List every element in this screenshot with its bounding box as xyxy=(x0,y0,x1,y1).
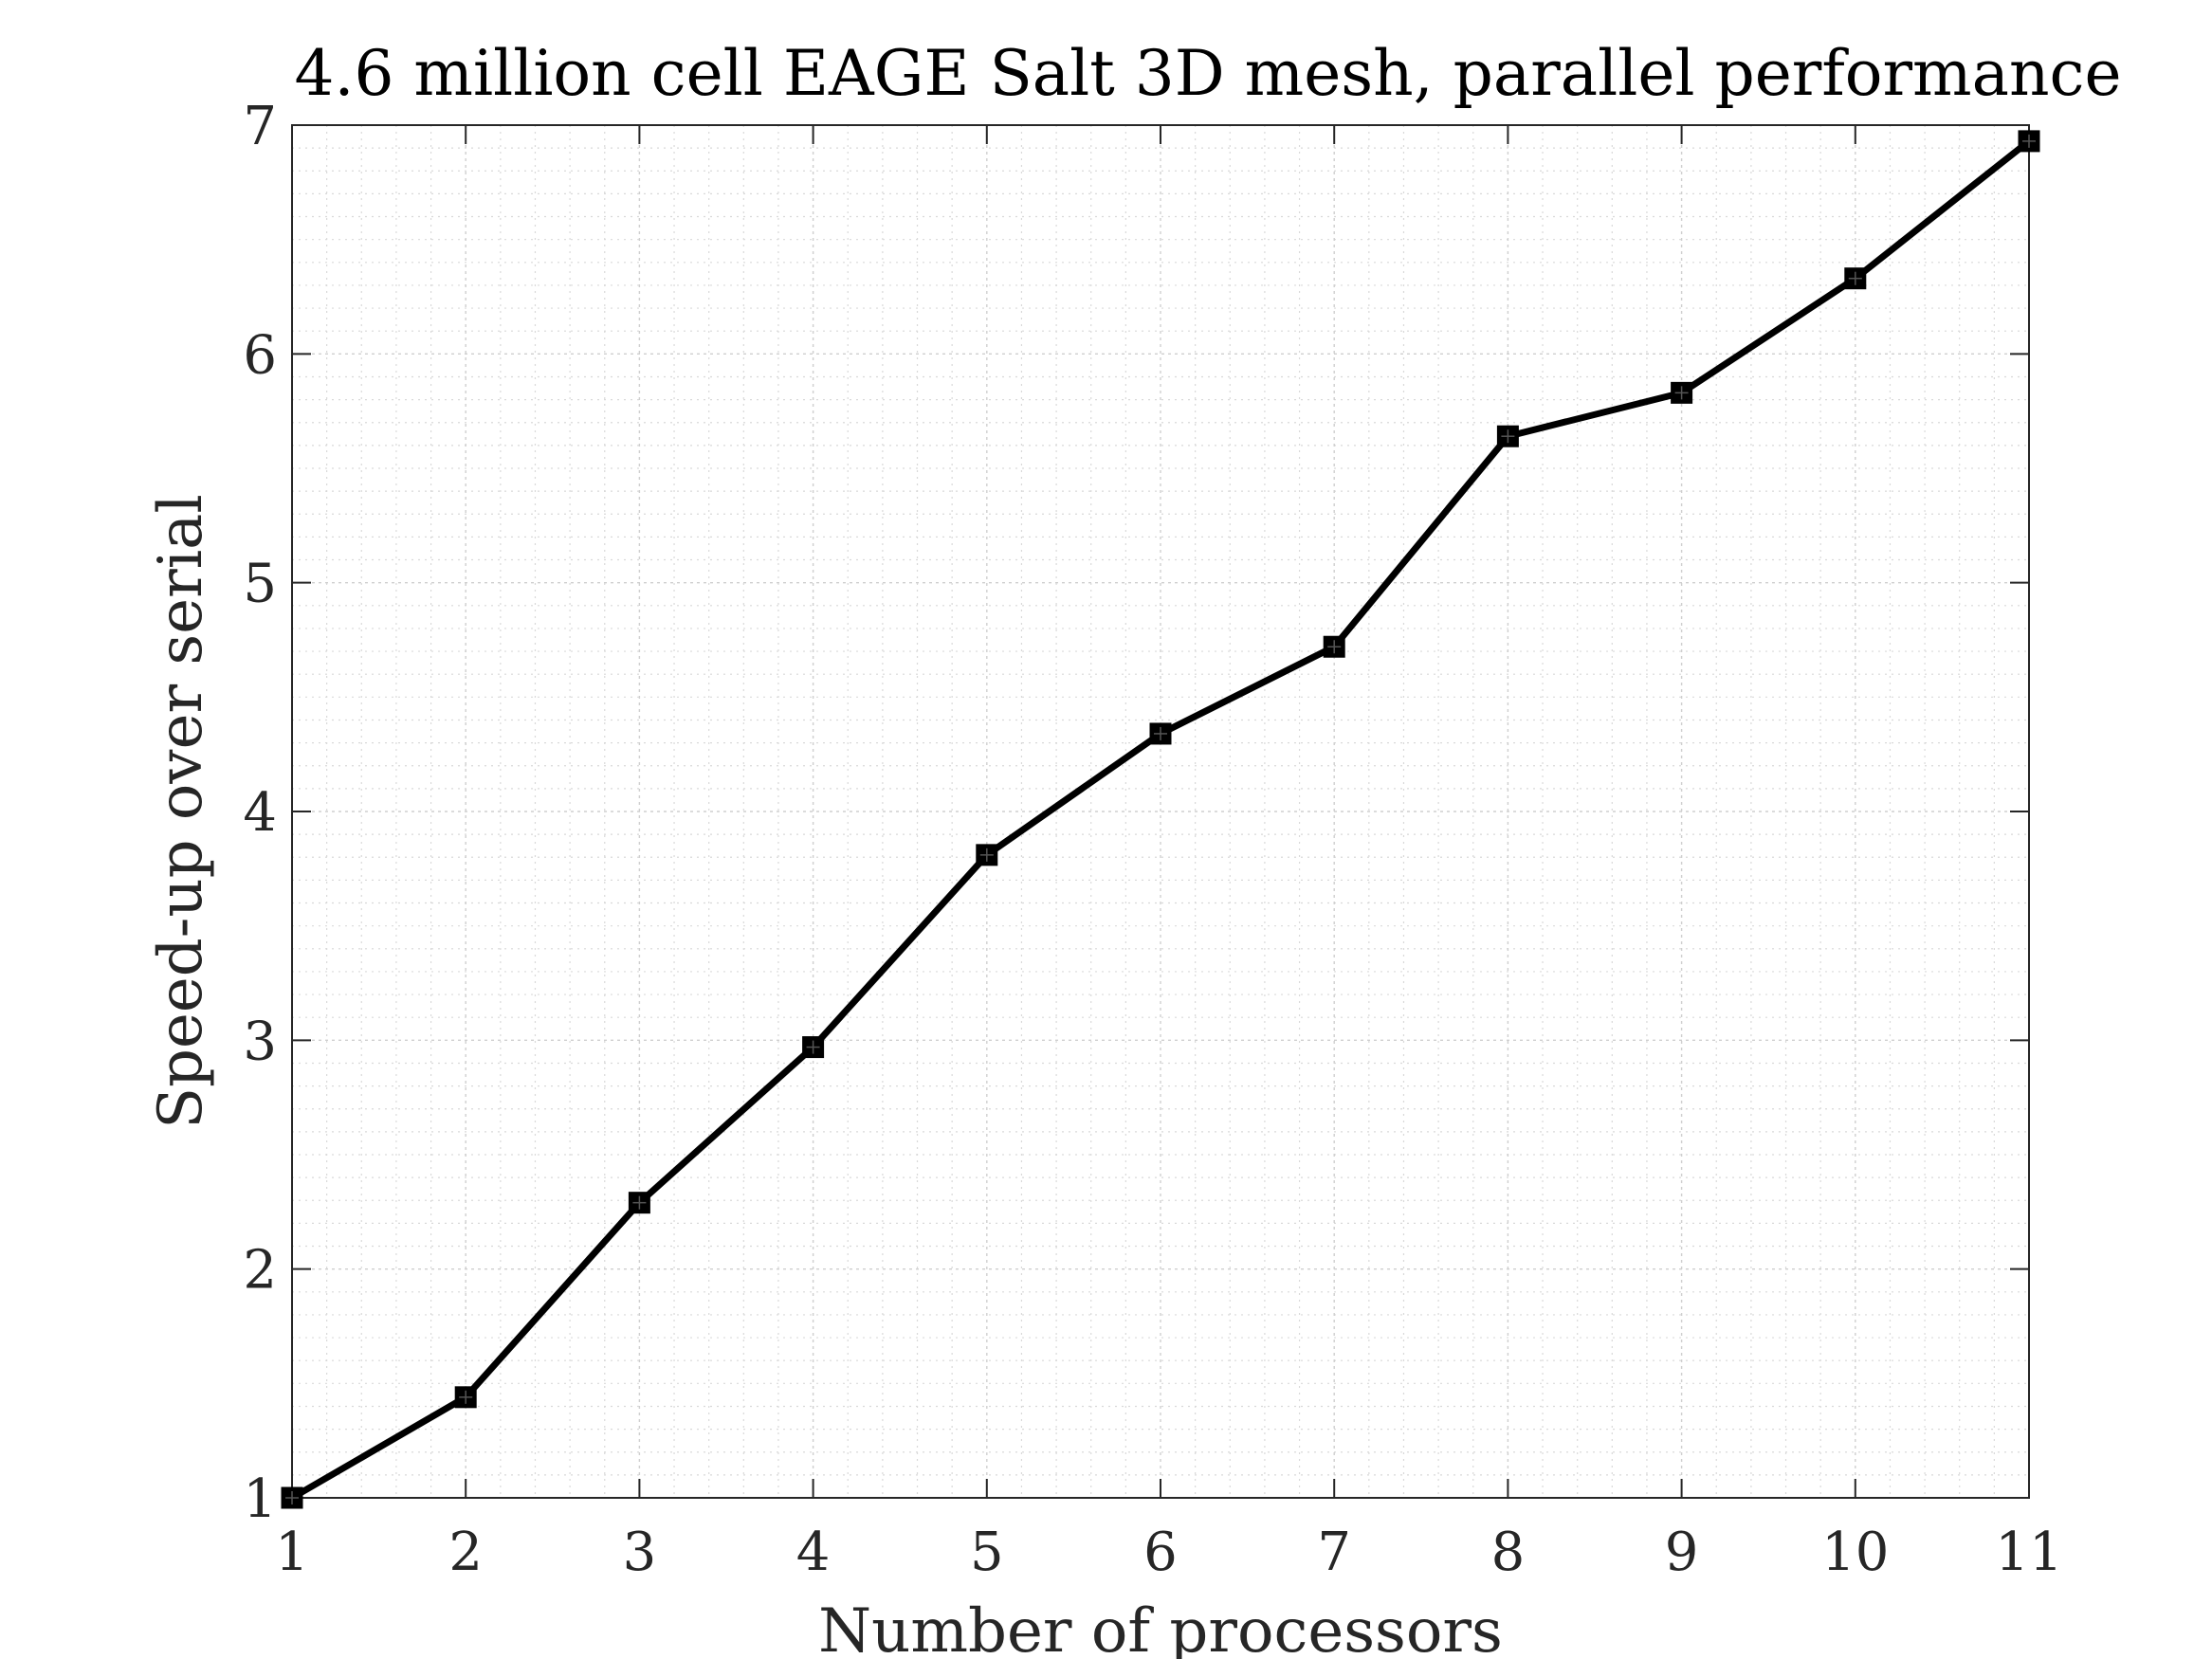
x-tick-label: 2 xyxy=(448,1522,483,1583)
y-tick-label: 3 xyxy=(243,1011,277,1072)
x-tick-label: 3 xyxy=(623,1522,657,1583)
y-tick-label: 6 xyxy=(243,324,277,386)
x-axis-tick-labels: 1 2 3 4 5 6 7 8 9 10 11 xyxy=(275,1522,2062,1583)
x-tick-label: 7 xyxy=(1317,1522,1351,1583)
y-tick-label: 5 xyxy=(243,554,277,615)
x-tick-label: 4 xyxy=(796,1522,831,1583)
x-tick-label: 10 xyxy=(1821,1522,1889,1583)
x-tick-label: 1 xyxy=(275,1522,309,1583)
y-tick-label: 1 xyxy=(243,1468,277,1530)
y-axis-tick-labels: 1 2 3 4 5 6 7 xyxy=(243,96,277,1530)
y-tick-label: 7 xyxy=(243,96,277,157)
y-tick-label: 4 xyxy=(243,782,277,844)
series-group xyxy=(281,130,2040,1509)
x-tick-label: 8 xyxy=(1491,1522,1526,1583)
y-tick-label: 2 xyxy=(243,1240,277,1302)
x-axis-label: Number of processors xyxy=(818,1596,1503,1659)
x-tick-label: 6 xyxy=(1143,1522,1178,1583)
minor-grid xyxy=(292,125,2029,1498)
x-tick-label: 9 xyxy=(1665,1522,1699,1583)
x-tick-label: 5 xyxy=(970,1522,1004,1583)
x-tick-label: 11 xyxy=(1995,1522,2062,1583)
chart-title: 4.6 million cell EAGE Salt 3D mesh, para… xyxy=(294,37,2121,110)
y-axis-label: Speed-up over serial xyxy=(146,494,216,1129)
